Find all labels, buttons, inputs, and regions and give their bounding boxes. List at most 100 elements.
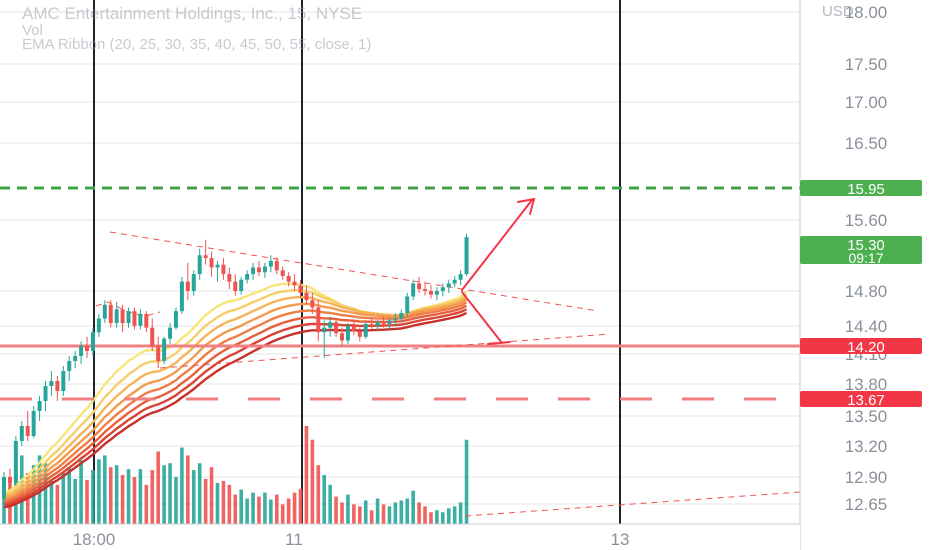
candle-body (43, 386, 48, 401)
candle-body (96, 318, 101, 333)
candle-body (185, 281, 190, 291)
candle-body (322, 327, 327, 333)
price-tick-label: 17.00 (845, 93, 888, 112)
price-tick-label: 15.60 (845, 211, 888, 230)
volume-bar (446, 508, 451, 524)
ema-line (3, 295, 468, 498)
price-badge (800, 236, 922, 264)
candle-body (90, 332, 95, 351)
volume-bar (156, 451, 160, 524)
time-axis[interactable]: 18:00 11 13 (0, 523, 800, 550)
candle-body (375, 322, 380, 326)
candle-body (13, 441, 18, 483)
candle-body (334, 322, 339, 334)
session-separators (93, 0, 621, 524)
volume-bar (375, 498, 380, 524)
volume-bars (2, 426, 469, 524)
candle-body (452, 279, 457, 284)
volume-bar (381, 504, 386, 524)
volume-bar (150, 470, 155, 524)
volume-bar (310, 439, 315, 524)
candle-body (126, 311, 131, 324)
volume-bar (97, 459, 101, 524)
volume-bar (316, 465, 321, 524)
price-badge-value: 15.95 (847, 181, 885, 198)
candle-body (67, 361, 72, 371)
arrow-up (461, 199, 533, 291)
candle-body (150, 327, 155, 346)
volume-bar (132, 476, 137, 524)
volume-bar (43, 463, 48, 524)
candle-body (138, 313, 143, 326)
volume-bar (239, 489, 243, 524)
candle-body (19, 426, 24, 441)
volume-bar (49, 480, 54, 524)
arrow-down-head (487, 341, 511, 345)
volume-bar (387, 506, 392, 524)
volume-bar (120, 475, 125, 524)
volume-bar (328, 484, 332, 524)
candle-body (49, 381, 54, 386)
volume-bar (103, 455, 107, 524)
candle-body (173, 311, 178, 328)
candle-body (162, 338, 167, 361)
price-badge (800, 338, 922, 354)
candle-body (328, 322, 333, 328)
candle-body (434, 291, 439, 295)
volume-bar (233, 494, 238, 524)
volume-bar (61, 473, 66, 524)
volume-bar (322, 475, 327, 524)
volume-bar (352, 504, 356, 524)
volume-bar (73, 478, 77, 524)
price-levels (0, 186, 800, 401)
chart-title: AMC Entertainment Holdings, Inc., 15, NY… (22, 4, 363, 23)
candle-body (310, 300, 315, 308)
candle-body (351, 325, 356, 332)
candle-body (209, 258, 214, 268)
forecast-arrows[interactable] (461, 197, 536, 345)
volume-bar (251, 492, 255, 524)
candle-body (108, 304, 113, 324)
volume-bar (423, 506, 427, 524)
axis-background (800, 0, 932, 550)
candle-body (2, 477, 6, 499)
candle-body (458, 274, 463, 280)
volume-bar (369, 510, 374, 524)
candle-body (120, 309, 125, 324)
arrow-up-head (517, 197, 536, 215)
time-tick-label: 18:00 (73, 530, 116, 549)
volume-bar (174, 476, 178, 524)
volume-bar (197, 463, 202, 524)
ema-line (3, 311, 468, 509)
price-badge (800, 391, 922, 407)
volume-bar (346, 494, 350, 524)
volume-bar (417, 502, 421, 524)
price-axis[interactable]: 18.0017.5017.0016.5015.6014.8014.4014.10… (799, 0, 932, 550)
candle-body (387, 320, 392, 324)
volume-bar (298, 488, 303, 524)
candle-body (405, 296, 410, 313)
price-tick-label: 12.90 (845, 468, 888, 487)
volume-bar (126, 469, 131, 524)
currency-label: USD (822, 3, 854, 20)
candle-body (274, 260, 279, 271)
price-badge-value: 14.20 (847, 339, 885, 356)
price-tick-label: 16.50 (845, 134, 888, 153)
trendline (464, 491, 801, 517)
ema-line (3, 298, 468, 500)
volume-bar (269, 499, 273, 524)
volume-bar (458, 502, 463, 524)
candle-body (156, 346, 161, 361)
price-badge (800, 180, 922, 196)
candle-body (25, 426, 30, 436)
candle-body (221, 264, 226, 275)
candle-body (191, 274, 196, 291)
volume-bar (221, 480, 226, 524)
candle-body (304, 292, 309, 301)
candle-body (381, 322, 386, 324)
candle-body (61, 371, 66, 391)
volume-bar (286, 498, 291, 524)
price-tick-label: 17.50 (845, 55, 888, 74)
candle-body (256, 267, 261, 273)
